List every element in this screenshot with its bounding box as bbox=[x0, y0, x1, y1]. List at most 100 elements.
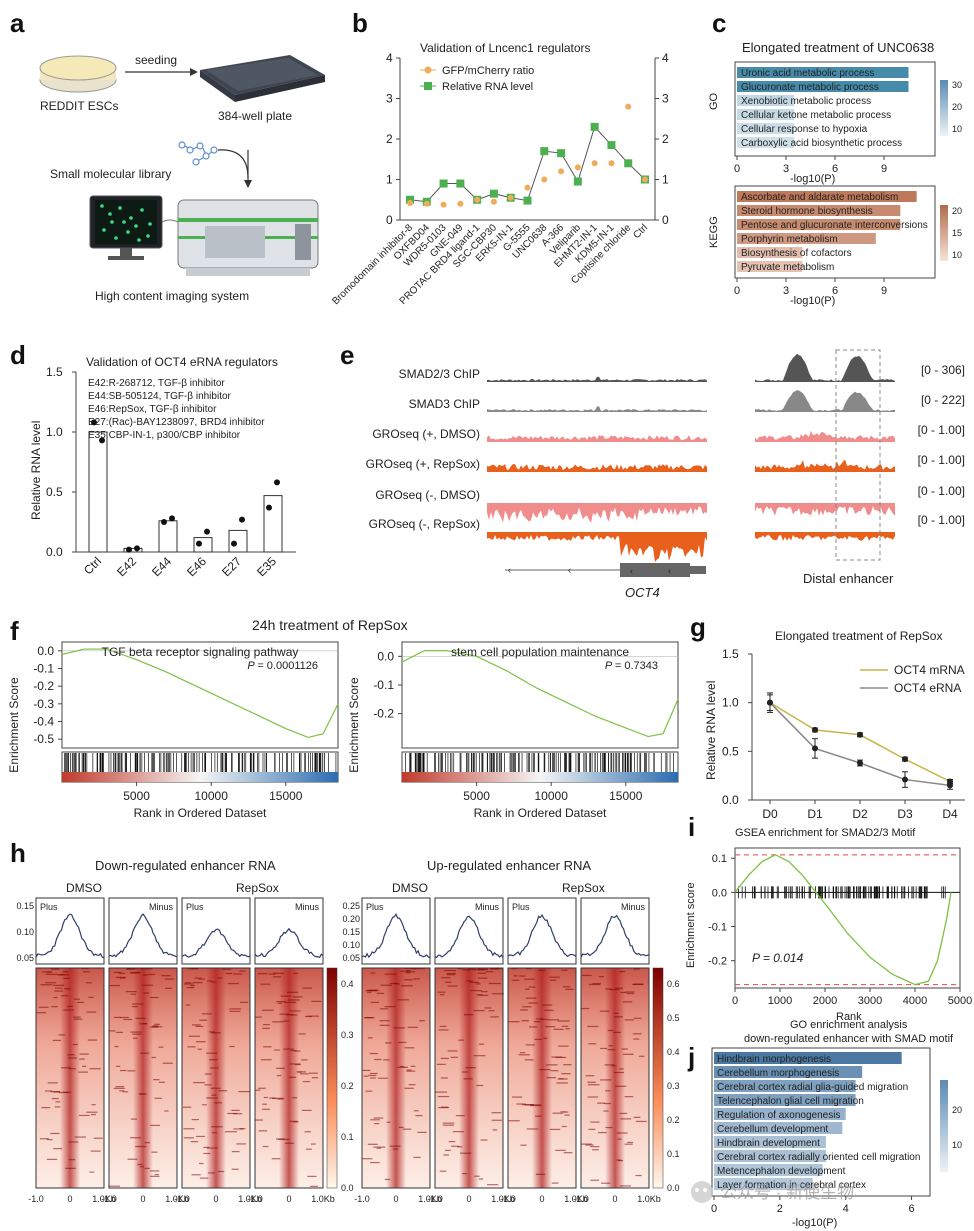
j-bar-label: Cerebral cortex radially oriented cell m… bbox=[717, 1152, 920, 1163]
g-xtick-label: D2 bbox=[852, 807, 868, 821]
h-xtick-label: -1.0 bbox=[500, 1194, 516, 1204]
d-point bbox=[196, 540, 202, 547]
h-heatmap-speck bbox=[487, 1184, 499, 1186]
h-heatmap-speck bbox=[211, 981, 216, 983]
h-heatmap-speck bbox=[68, 1068, 76, 1070]
h-heatmap-speck bbox=[512, 1096, 523, 1098]
h-heatmap-speck bbox=[406, 1069, 412, 1071]
f-ytick-label: -0.2 bbox=[373, 707, 394, 721]
h-cond-label: DMSO bbox=[66, 881, 102, 895]
c-xtick-label: 6 bbox=[832, 163, 838, 175]
f-xtick-label: 15000 bbox=[609, 789, 643, 803]
go-cbar-tick-0: 30 bbox=[952, 80, 962, 90]
chart-d-legend: E42:R-268712, TGF-β inhibitor E44:SB-505… bbox=[88, 378, 265, 441]
h-heatmap-speck bbox=[541, 1004, 553, 1006]
svg-text:‹: ‹ bbox=[668, 566, 671, 576]
c-bar-label: Pentose and glucuronate interconversions bbox=[741, 220, 928, 231]
chart-i-frame bbox=[734, 847, 961, 989]
b-ytick-label-left: 0 bbox=[386, 213, 393, 227]
h-heatmap-speck bbox=[231, 1109, 240, 1111]
h-profile-ytick: 0.20 bbox=[342, 914, 360, 924]
h-profile-line bbox=[108, 913, 178, 958]
legend-g-series-1: OCT4 eRNA bbox=[894, 681, 961, 695]
h-heatmap-speck bbox=[41, 1107, 51, 1109]
b-gfp-point bbox=[558, 168, 565, 175]
e-track-signal bbox=[487, 464, 707, 472]
h-heatmap-speck bbox=[444, 969, 457, 972]
h-heatmap-speck bbox=[441, 977, 451, 979]
h-heatmap-speck bbox=[367, 1037, 373, 1039]
h-heatmap-speck bbox=[611, 1065, 617, 1067]
f-pvalue: P = 0.0001126 bbox=[247, 660, 318, 672]
j-bar bbox=[714, 1066, 863, 1078]
d-legend-0: E42:R-268712, TGF-β inhibitor bbox=[88, 378, 225, 389]
h-heatmap-speck bbox=[492, 1129, 498, 1131]
h-heatmap-speck bbox=[206, 1097, 218, 1099]
h-heatmap-speck bbox=[393, 1027, 405, 1029]
legend-b-series-1: Relative RNA level bbox=[442, 81, 533, 93]
seeding-label: seeding bbox=[135, 53, 177, 67]
watermark-text: 公众号 · 新使生物 bbox=[720, 1182, 854, 1202]
h-heatmap-speck bbox=[142, 974, 148, 976]
h-heatmap-speck bbox=[406, 1070, 416, 1072]
kegg-cbar-tick-0: 20 bbox=[952, 206, 962, 216]
h-heatmap-speck bbox=[389, 1145, 401, 1147]
b-ytick-label-right: 3 bbox=[662, 92, 669, 106]
h-heatmap-speck bbox=[619, 1112, 628, 1115]
h-heatmap-speck bbox=[288, 1076, 296, 1078]
h-heatmap-speck bbox=[123, 1018, 133, 1021]
h-heatmap-frame bbox=[507, 967, 577, 1189]
panel-h-letter: h bbox=[10, 838, 26, 868]
c-bar bbox=[737, 95, 795, 106]
h-heatmap-speck bbox=[362, 1069, 371, 1072]
h-heatmap-speck bbox=[543, 1037, 548, 1039]
g-point bbox=[857, 760, 863, 767]
h-profile-frame bbox=[181, 897, 251, 965]
b-gfp-point bbox=[541, 176, 548, 183]
h-heatmap-speck bbox=[478, 994, 489, 996]
b-gfp-point bbox=[490, 198, 497, 205]
h-heatmap-speck bbox=[370, 1119, 380, 1121]
h-heatmap-speck bbox=[236, 1143, 246, 1145]
h-heatmap-speck bbox=[273, 972, 285, 974]
h-heatmap-speck bbox=[89, 1068, 101, 1070]
h-xtick-label: -1.0 bbox=[427, 1194, 443, 1204]
h-heatmap-speck bbox=[189, 1035, 200, 1037]
h-colorbar-tick: 0.1 bbox=[341, 1132, 354, 1142]
h-heatmap-core bbox=[60, 968, 80, 1188]
b-rna-point bbox=[456, 179, 465, 188]
h-heatmap-speck bbox=[464, 1014, 474, 1016]
h-heatmap-speck bbox=[288, 999, 300, 1001]
d-legend-1: E44:SB-505124, TGF-β inhibitor bbox=[88, 391, 232, 402]
h-heatmap-speck bbox=[485, 971, 494, 973]
g-point bbox=[812, 726, 818, 733]
h-heatmap-speck bbox=[560, 1111, 566, 1113]
h-heatmap-speck bbox=[187, 1046, 196, 1048]
h-heatmap-speck bbox=[263, 1046, 272, 1048]
h-heatmap-speck bbox=[290, 1050, 297, 1052]
h-heatmap-speck bbox=[518, 975, 526, 977]
i-xtick-label: 5000 bbox=[948, 995, 972, 1007]
h-heatmap-speck bbox=[600, 1079, 612, 1081]
h-heatmap-speck bbox=[608, 1045, 613, 1047]
h-heatmap-speck bbox=[635, 1120, 647, 1123]
h-heatmap-speck bbox=[203, 1152, 211, 1155]
h-heatmap-speck bbox=[197, 1048, 202, 1050]
e-track-signal bbox=[487, 503, 707, 523]
h-heatmap-speck bbox=[535, 1173, 545, 1176]
f-gene-set-name: TGF beta receptor signaling pathway bbox=[102, 645, 299, 659]
h-heatmap-speck bbox=[209, 1059, 218, 1061]
h-heatmap-speck bbox=[229, 1045, 235, 1048]
h-heatmap-speck bbox=[232, 973, 243, 975]
j-bar bbox=[714, 1150, 826, 1162]
h-heatmap-speck bbox=[619, 1068, 624, 1070]
panel-e-letter: e bbox=[340, 340, 354, 370]
h-heatmap-speck bbox=[545, 1064, 558, 1066]
h-heatmap-speck bbox=[535, 1115, 542, 1117]
h-heatmap-speck bbox=[478, 1043, 485, 1045]
h-heatmap-speck bbox=[299, 1073, 309, 1075]
panel-j: j GO enrichment analysis down-regulated … bbox=[687, 1019, 962, 1229]
h-heatmap-speck bbox=[73, 998, 81, 1000]
h-heatmap-core bbox=[279, 968, 299, 1188]
h-heatmap-speck bbox=[452, 1131, 464, 1133]
